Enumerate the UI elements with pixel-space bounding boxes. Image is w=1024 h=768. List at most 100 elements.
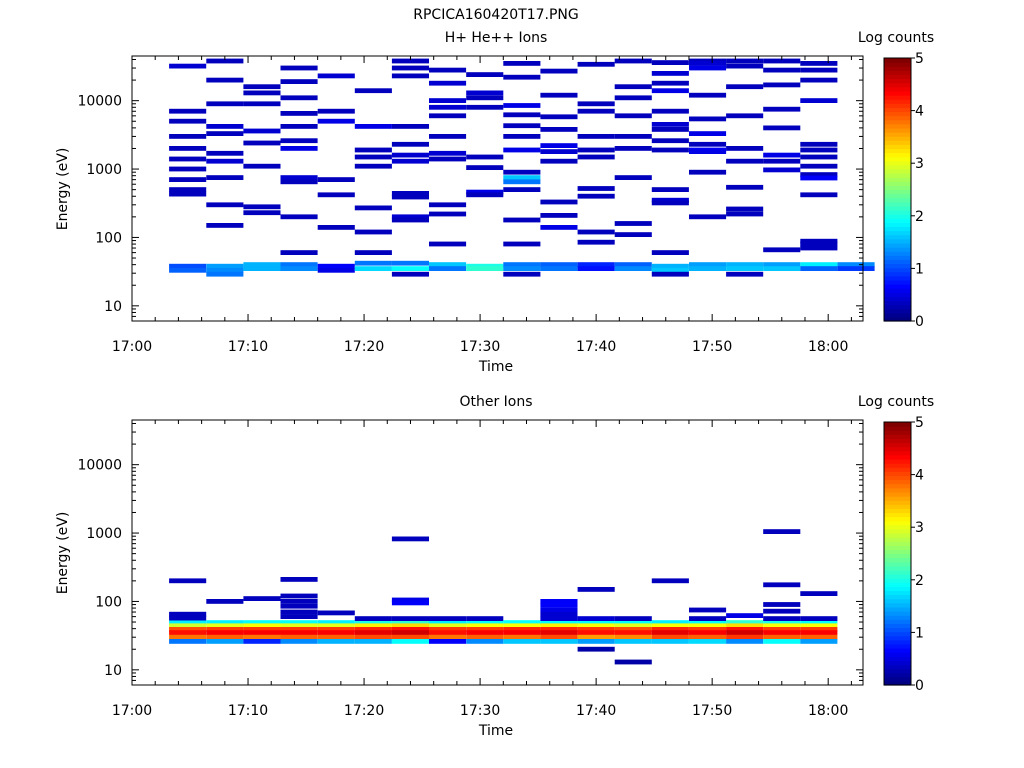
heatmap-cell	[503, 169, 541, 175]
heatmap-cell	[726, 158, 764, 164]
heatmap-cell	[280, 214, 318, 220]
heatmap-cell	[503, 179, 541, 185]
colorbar-segment	[884, 491, 911, 497]
colorbar-segment	[884, 668, 911, 674]
heatmap-cell	[726, 58, 764, 64]
colorbar-segment	[884, 58, 911, 63]
heatmap-cell	[169, 177, 207, 182]
heatmap-cell	[503, 147, 541, 153]
colorbar-segment	[884, 115, 911, 121]
heatmap-cell	[540, 158, 578, 164]
heatmap-cell	[206, 223, 244, 228]
heatmap-cell	[503, 623, 541, 629]
colorbar-segment	[884, 639, 911, 645]
heatmap-cell	[317, 634, 355, 640]
colorbar-segment	[884, 62, 911, 67]
heatmap-cell	[800, 241, 838, 247]
colorbar-segment	[884, 611, 911, 616]
colorbar-segment	[884, 594, 911, 600]
colorbar-segment	[884, 127, 911, 133]
heatmap-cell	[800, 238, 838, 244]
heatmap-cell	[577, 620, 615, 625]
heatmap-cell	[651, 271, 689, 277]
heatmap-cell	[689, 616, 727, 621]
heatmap-cell	[763, 266, 801, 271]
x-tick-label: 17:50	[692, 703, 732, 719]
heatmap-cell	[651, 623, 689, 629]
heatmap-cell	[689, 65, 727, 71]
heatmap-cell	[243, 90, 281, 96]
heatmap-cell	[206, 627, 244, 632]
heatmap-cell	[243, 204, 281, 210]
heatmap-cell	[540, 602, 578, 608]
heatmap-cell	[726, 184, 764, 190]
heatmap-cell	[540, 68, 578, 74]
heatmap-cell	[540, 199, 578, 205]
heatmap-cell	[280, 65, 318, 71]
panel-2-plot-frame	[131, 419, 864, 686]
heatmap-cell	[206, 623, 244, 629]
heatmap-cell	[689, 92, 727, 98]
colorbar-segment	[884, 434, 911, 440]
colorbar-segment	[884, 238, 911, 244]
colorbar-tick-label: 4	[915, 104, 924, 120]
heatmap-cell	[206, 202, 244, 208]
heatmap-cell	[577, 193, 615, 199]
colorbar-segment	[884, 296, 911, 302]
heatmap-cell	[243, 620, 281, 625]
heatmap-cell	[689, 262, 727, 267]
heatmap-cell	[280, 623, 318, 629]
heatmap-cell	[280, 266, 318, 271]
colorbar-frame	[883, 421, 912, 686]
heatmap-cell	[206, 599, 244, 604]
heatmap-cell	[317, 73, 355, 79]
heatmap-cell	[651, 88, 689, 94]
colorbar-segment	[884, 660, 911, 666]
heatmap-cell	[429, 211, 467, 217]
heatmap-cell	[317, 627, 355, 632]
heatmap-cell	[651, 127, 689, 132]
heatmap-cell	[317, 267, 355, 273]
colorbar-segment	[884, 111, 911, 117]
heatmap-cell	[391, 266, 429, 271]
heatmap-cell	[503, 187, 541, 192]
heatmap-cell	[391, 152, 429, 158]
heatmap-cell	[577, 646, 615, 652]
heatmap-cell	[800, 630, 838, 635]
heatmap-cell	[651, 630, 689, 635]
heatmap-cell	[763, 582, 801, 588]
heatmap-cell	[206, 175, 244, 180]
colorbar-segment	[884, 263, 911, 269]
heatmap-cell	[540, 599, 578, 604]
heatmap-cell	[169, 263, 207, 269]
panel-2-colorbar: 0 1 2 3 4 5	[883, 415, 924, 694]
heatmap-cell	[800, 616, 838, 621]
heatmap-cell	[466, 620, 504, 625]
heatmap-cell	[169, 134, 207, 139]
heatmap-cell	[169, 623, 207, 629]
colorbar-segment	[884, 463, 911, 468]
heatmap-cell	[243, 262, 281, 267]
colorbar-segment	[884, 279, 911, 285]
heatmap-cell	[800, 639, 838, 644]
heatmap-cell	[503, 103, 541, 108]
heatmap-cell	[726, 271, 764, 277]
heatmap-cell	[614, 221, 652, 226]
y-tick-label: 100	[95, 230, 122, 246]
heatmap-cell	[726, 146, 764, 151]
heatmap-cell	[689, 61, 727, 66]
heatmap-cell	[429, 98, 467, 103]
heatmap-cell	[466, 104, 504, 110]
heatmap-cell	[391, 191, 429, 196]
heatmap-cell	[614, 84, 652, 90]
colorbar-segment	[884, 90, 911, 96]
colorbar-tick-label: 1	[915, 625, 924, 641]
x-tick-label: 17:10	[228, 703, 268, 719]
colorbar-segment	[884, 635, 911, 641]
heatmap-cell	[169, 166, 207, 172]
heatmap-cell	[540, 616, 578, 621]
x-tick-label: 17:30	[460, 339, 500, 355]
heatmap-cell	[354, 620, 392, 625]
heatmap-cell	[391, 616, 429, 621]
